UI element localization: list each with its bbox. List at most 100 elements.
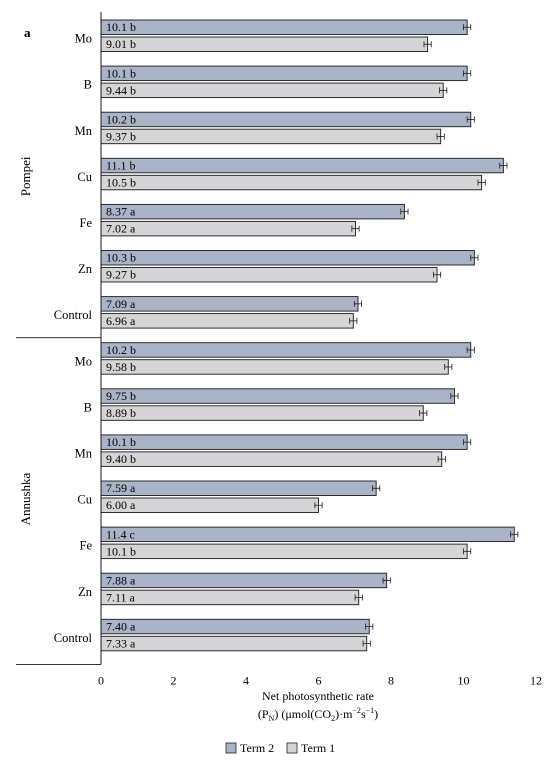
data-label: 9.75 b [106, 389, 136, 403]
error-bar [400, 208, 409, 215]
data-label: 7.02 a [106, 222, 136, 236]
legend-swatch-term-1 [286, 742, 298, 754]
bar-annushka-zn-term-1 [100, 589, 360, 606]
chart-axes: Mo B Mn Cu Fe Zn Control Pompei Mo B Mn Cu Fe Zn Contr… [16, 12, 542, 687]
group-label-annushka: Annushka [18, 472, 33, 525]
data-label: 10.2 b [106, 112, 136, 126]
x-tick-label: 6 [316, 673, 322, 687]
x-axis-title: Net photosynthetic rate [262, 689, 374, 703]
data-label: 11.4 c [106, 527, 135, 541]
error-bar [433, 271, 442, 278]
data-label: 7.59 a [106, 481, 136, 495]
error-bar [466, 116, 475, 123]
panel-label: a [24, 25, 31, 40]
error-bar [450, 393, 459, 400]
category-label: Mn [75, 124, 93, 138]
error-bar [463, 70, 472, 77]
data-label: 10.1 b [106, 20, 136, 34]
category-label: Cu [77, 493, 92, 507]
x-axis-unit: (PN) (μmol(CO2)·m−2s−1) [258, 706, 378, 723]
category-label: B [84, 400, 92, 414]
data-label: 10.2 b [106, 343, 136, 357]
x-tick-label: 10 [458, 673, 470, 687]
category-label: Fe [80, 216, 93, 230]
bar-annushka-control-term-1 [100, 635, 368, 652]
data-label: 10.3 b [106, 251, 136, 265]
error-bar [382, 577, 391, 584]
bar-pompei-control-term-2 [100, 296, 359, 312]
x-tick-label: 4 [243, 673, 249, 687]
chart-marks: 10.1 b 9.01 b 10.1 b 9.44 b 10.2 b 9.37 b 11.1… [100, 19, 519, 652]
error-bar [351, 225, 360, 232]
data-label: 9.27 b [106, 268, 136, 282]
data-label: 7.11 a [106, 590, 136, 604]
data-label: 7.33 a [106, 637, 136, 651]
legend-label-term-2: Term 2 [240, 741, 274, 755]
bar-pompei-mo-term-1 [100, 36, 429, 52]
error-bar [436, 133, 445, 140]
bar-pompei-zn-term-1 [100, 267, 438, 283]
error-bar [510, 531, 519, 538]
error-bar [354, 594, 363, 601]
error-bar [463, 24, 472, 31]
error-bar [362, 640, 371, 647]
x-tick-label: 8 [388, 673, 394, 687]
data-label: 9.58 b [106, 360, 136, 374]
category-label: Control [54, 631, 93, 645]
bar-pompei-zn-term-2 [100, 250, 475, 266]
bar-pompei-fe-term-1 [100, 220, 356, 237]
x-tick-label: 2 [171, 673, 177, 687]
data-label: 9.40 b [106, 452, 136, 466]
bar-pompei-control-term-1 [100, 313, 354, 329]
category-label: Zn [78, 262, 93, 276]
bar-annushka-zn-term-2 [100, 572, 388, 589]
bar-annushka-b-term-1 [100, 405, 424, 421]
error-bar [470, 254, 479, 261]
legend: Term 2 Term 1 [225, 741, 335, 755]
data-label: 7.09 a [106, 297, 136, 311]
category-label: Mn [75, 446, 93, 460]
error-bar [477, 179, 486, 186]
bar-annushka-control-term-2 [100, 618, 370, 635]
legend-swatch-term-2 [225, 742, 237, 754]
bar-pompei-cu-term-1 [100, 174, 483, 191]
x-tick-label: 0 [98, 673, 104, 687]
bar-annushka-b-term-2 [100, 388, 455, 404]
category-label: Fe [80, 539, 93, 553]
error-bar [437, 456, 446, 463]
data-label: 6.96 a [106, 314, 136, 328]
data-label: 7.40 a [106, 620, 136, 634]
bar-pompei-b-term-1 [100, 82, 444, 99]
data-label: 10.1 b [106, 66, 136, 80]
data-label: 9.44 b [106, 83, 136, 97]
bar-annushka-mn-term-1 [100, 451, 443, 467]
error-bar [349, 317, 358, 324]
bar-pompei-mn-term-1 [100, 128, 442, 145]
bar-annushka-cu-term-2 [100, 480, 377, 496]
error-bar [439, 87, 448, 94]
bar-pompei-fe-term-2 [100, 203, 405, 220]
bar-pompei-b-term-2 [100, 65, 468, 82]
category-label: Mo [75, 32, 92, 46]
error-bar [419, 410, 428, 417]
error-bar [466, 346, 475, 353]
group-label-pompei: Pompei [18, 156, 33, 196]
data-label: 10.1 b [106, 435, 136, 449]
legend-label-term-1: Term 1 [301, 741, 335, 755]
category-label: Control [54, 308, 93, 322]
bar-annushka-mo-term-1 [100, 359, 449, 375]
category-label: B [84, 78, 92, 92]
bar-pompei-mn-term-2 [100, 111, 472, 128]
error-bar [353, 300, 363, 307]
data-label: 6.00 a [106, 498, 136, 512]
error-bar [423, 41, 432, 48]
category-label: Mo [75, 354, 92, 368]
bar-annushka-fe-term-2 [100, 526, 515, 543]
data-label: 8.89 b [106, 406, 136, 420]
x-tick-label: 12 [530, 673, 542, 687]
data-label: 10.1 b [106, 544, 136, 558]
error-bar [372, 485, 381, 492]
error-bar [463, 439, 472, 446]
data-label: 9.01 b [106, 37, 136, 51]
